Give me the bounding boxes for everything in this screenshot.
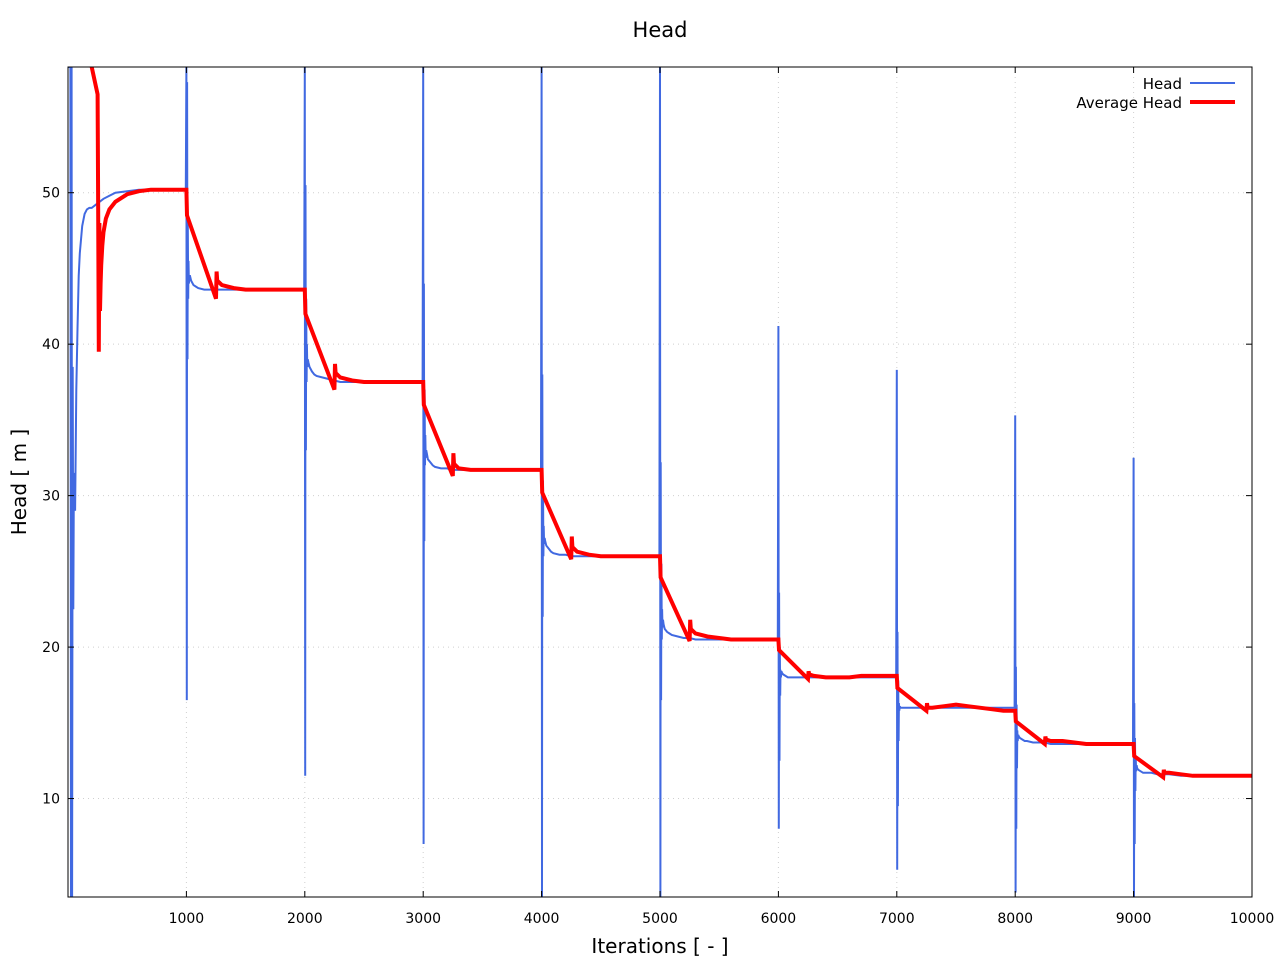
series-0 xyxy=(68,67,1252,897)
y-tick-label: 40 xyxy=(42,337,60,353)
y-tick-label: 30 xyxy=(42,489,60,505)
chart-title: Head xyxy=(633,18,688,42)
y-axis-title: Head [ m ] xyxy=(7,429,31,535)
x-tick-label: 6000 xyxy=(761,911,797,927)
x-axis-tick-labels: 1000 2000 3000 4000 5000 6000 7000 8000 9000 1000… xyxy=(169,911,1275,927)
y-tick-label: 10 xyxy=(42,792,60,808)
legend-label-head: Head xyxy=(1143,75,1182,93)
x-tick-label: 3000 xyxy=(405,911,441,927)
y-tick-label: 20 xyxy=(42,640,60,656)
legend-label-average-head: Average Head xyxy=(1076,94,1182,112)
x-tick-label: 1000 xyxy=(169,911,205,927)
x-tick-label: 10000 xyxy=(1230,911,1275,927)
plot-area xyxy=(68,67,1252,897)
y-tick-label: 50 xyxy=(42,186,60,202)
axis-ticks xyxy=(68,67,1253,897)
x-tick-label: 4000 xyxy=(524,911,560,927)
x-tick-label: 7000 xyxy=(879,911,915,927)
series-line-head xyxy=(68,67,1252,897)
legend: Head Average Head xyxy=(1076,75,1235,112)
x-axis-title: Iterations [ - ] xyxy=(591,934,728,958)
x-tick-label: 8000 xyxy=(997,911,1033,927)
series-line-average-head xyxy=(89,67,1252,782)
y-axis-tick-labels: 10 20 30 40 50 xyxy=(42,186,60,808)
x-tick-label: 2000 xyxy=(287,911,323,927)
x-tick-label: 5000 xyxy=(642,911,678,927)
x-tick-label: 9000 xyxy=(1116,911,1152,927)
series-1 xyxy=(89,67,1252,782)
